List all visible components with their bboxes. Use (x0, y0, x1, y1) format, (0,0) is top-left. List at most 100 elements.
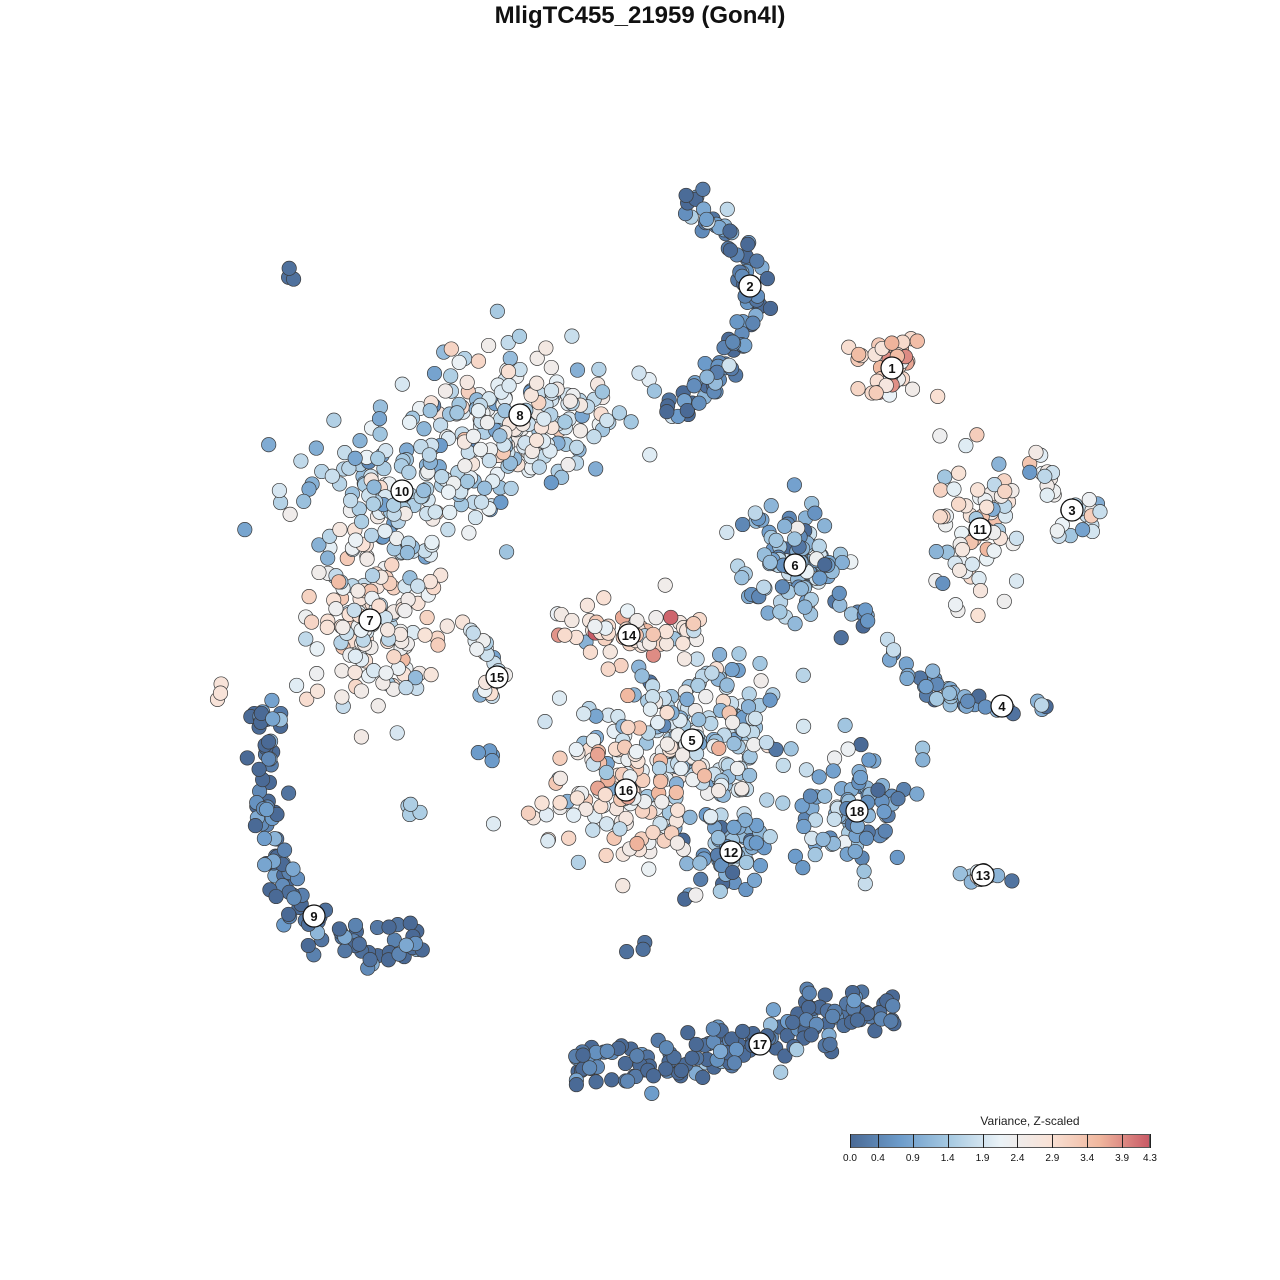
cell-point-c16 (669, 835, 685, 851)
cell-point-c10 (354, 514, 370, 530)
cell-point-c3 (1039, 487, 1055, 503)
cell-point-c11 (970, 482, 986, 498)
cell-point-c10 (366, 479, 382, 495)
cell-point-c16 (668, 784, 684, 801)
cell-point-c17 (728, 1041, 744, 1058)
cell-point-c10 (427, 504, 443, 520)
cell-point-c10 (543, 475, 559, 491)
cell-point-c17 (575, 1047, 591, 1063)
cell-point-c5 (731, 646, 747, 662)
cell-point-c9 (265, 711, 281, 727)
cell-point-c7 (410, 578, 426, 594)
cell-point-c12 (682, 809, 698, 825)
cell-point-c6 (747, 505, 763, 521)
cell-point-c8 (611, 405, 627, 421)
cluster-label-14: 14 (617, 623, 641, 647)
cell-point-outlier (484, 753, 500, 769)
cell-point-c16 (670, 802, 686, 818)
cell-point-c10 (461, 525, 477, 541)
cell-point-c10 (324, 468, 340, 484)
cell-point-c16 (620, 719, 636, 735)
cell-point-c16 (620, 687, 636, 704)
cell-point-c14 (557, 627, 573, 643)
cell-point-c16 (568, 741, 584, 758)
cell-point-c5 (634, 668, 650, 684)
cell-point-c18 (876, 804, 892, 820)
cell-point-c16 (552, 795, 568, 811)
cell-point-c17 (684, 1050, 700, 1066)
svg-text:6: 6 (791, 558, 798, 573)
cell-point-c8 (426, 365, 443, 382)
svg-text:17: 17 (753, 1037, 767, 1052)
cell-point-c16 (653, 773, 669, 789)
cell-point-c9 (286, 890, 302, 906)
cell-point-c8 (502, 350, 518, 366)
cell-point-c16 (698, 689, 714, 705)
cell-point-c16 (578, 801, 594, 817)
cell-point-c11 (979, 499, 995, 515)
cell-point-c7 (346, 602, 362, 618)
cell-point-c4 (925, 663, 941, 679)
cell-point-c6 (774, 579, 790, 595)
cell-point-c11 (951, 465, 967, 481)
cell-point-c2 (699, 369, 715, 385)
cell-point-c5 (691, 712, 707, 728)
cell-point-c13 (1004, 873, 1020, 889)
cell-point-c16 (659, 736, 675, 752)
cell-point-c11 (958, 438, 974, 454)
cell-point-c5 (725, 714, 741, 730)
cell-point-c16 (775, 795, 791, 811)
cell-point-c18 (877, 823, 893, 839)
cell-point-c5 (719, 677, 735, 693)
cell-point-c5 (679, 691, 695, 707)
cell-point-c7 (311, 564, 327, 581)
cell-point-c12 (738, 854, 754, 871)
cell-point-c1 (851, 346, 867, 362)
cell-point-c10 (467, 509, 484, 526)
cell-point-c16 (599, 816, 615, 832)
cell-point-c4 (899, 670, 915, 686)
cell-point-c8 (631, 365, 647, 381)
colorbar-tick-mark (877, 1134, 879, 1148)
cell-point-c6 (768, 532, 784, 548)
cell-point-c8 (501, 378, 517, 394)
cell-point-c7 (331, 574, 347, 590)
cell-point-c10 (308, 440, 324, 456)
cell-point-c7 (353, 729, 369, 745)
cluster-label-9: 9 (302, 904, 326, 928)
cell-point-c4 (977, 699, 993, 715)
cell-point-c18 (825, 763, 841, 779)
cell-point-c8 (500, 335, 516, 351)
cell-point-c7 (350, 583, 366, 599)
cell-point-c3 (1049, 523, 1065, 539)
cell-point-c8 (586, 429, 602, 445)
cell-point-c8 (326, 412, 342, 428)
cell-point-c10 (477, 480, 493, 496)
cell-point-c6 (787, 616, 803, 632)
svg-text:1: 1 (888, 361, 895, 376)
cell-point-c16 (570, 854, 586, 870)
cell-point-c11 (969, 427, 985, 443)
cell-point-c7 (417, 627, 433, 643)
cell-point-c17 (777, 1048, 793, 1064)
cell-point-c3 (1081, 492, 1097, 508)
cell-point-c2 (697, 355, 713, 372)
cell-point-c7 (289, 677, 305, 693)
cell-point-c8 (529, 350, 545, 366)
cell-point-c8 (642, 447, 658, 463)
colorbar-tick-label: 1.9 (975, 1153, 990, 1164)
cell-point-c11 (1008, 573, 1025, 589)
cell-point-c7 (378, 665, 394, 681)
cell-point-c9 (351, 936, 367, 952)
cell-point-c10 (440, 522, 456, 538)
cell-point-c6 (817, 557, 833, 573)
cell-points (209, 181, 1108, 1101)
cell-point-c2 (719, 201, 735, 217)
cell-point-c5 (837, 717, 853, 733)
cell-point-c11 (946, 481, 962, 497)
cell-point-c7 (353, 683, 369, 699)
cell-point-c8 (459, 374, 475, 390)
chart-title: MligTC455_21959 (Gon4l) (494, 2, 786, 29)
cell-point-c7 (366, 663, 382, 679)
cell-point-c14 (579, 597, 595, 613)
